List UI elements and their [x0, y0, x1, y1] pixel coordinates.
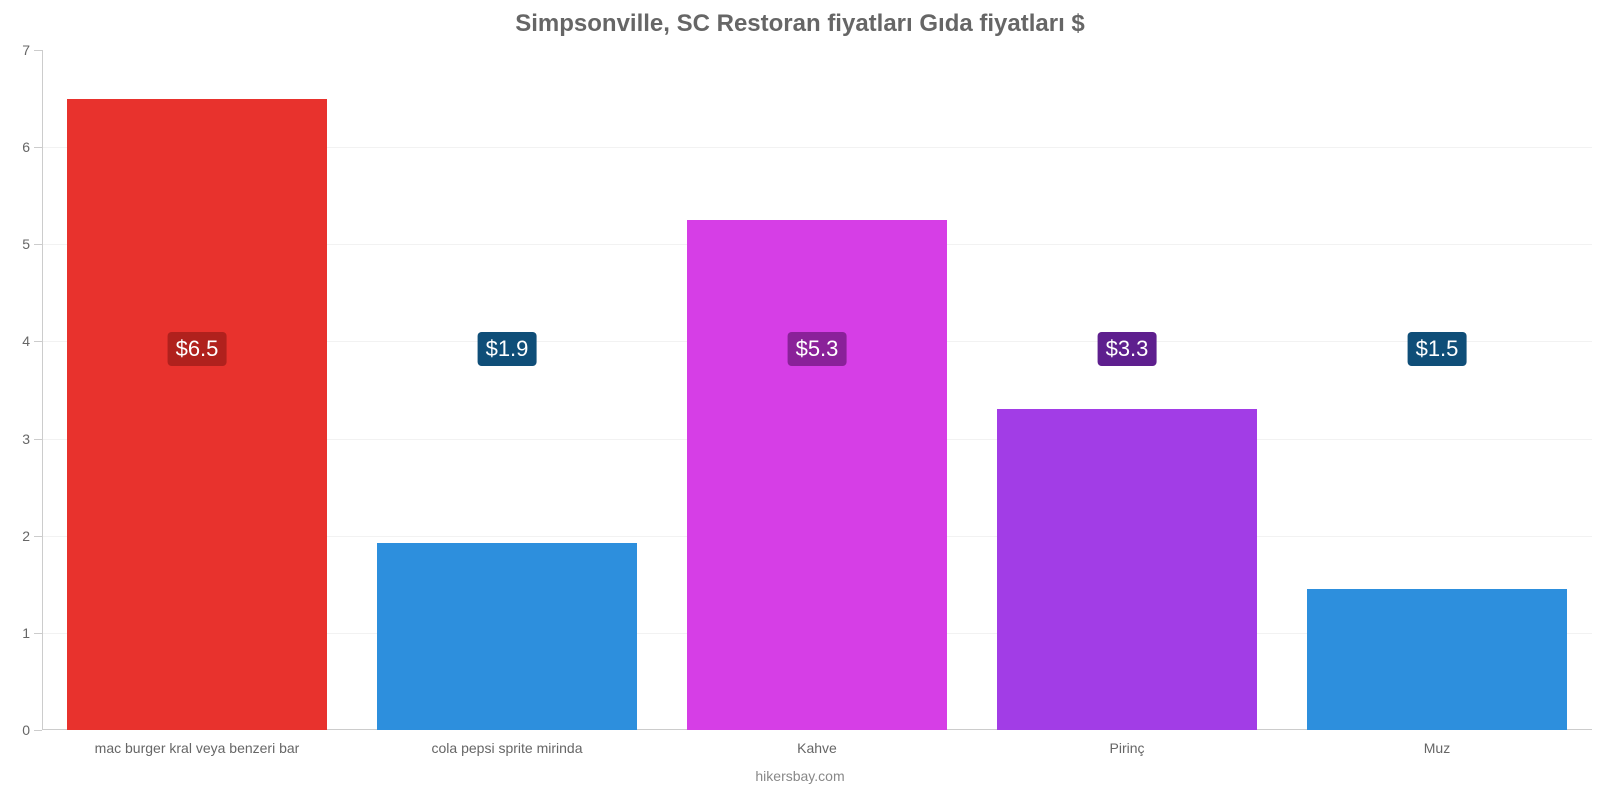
bar-value-label: $6.5 [168, 332, 227, 366]
bar-value-label: $1.9 [478, 332, 537, 366]
bar-value-label: $5.3 [788, 332, 847, 366]
ytick [34, 633, 42, 634]
xtick-label: mac burger kral veya benzeri bar [95, 740, 300, 756]
chart-container: Simpsonville, SC Restoran fiyatları Gıda… [0, 0, 1600, 800]
ytick-label: 4 [22, 333, 30, 349]
ytick [34, 730, 42, 731]
bar [997, 409, 1257, 730]
bar-value-label: $3.3 [1098, 332, 1157, 366]
ytick-label: 6 [22, 139, 30, 155]
xtick-label: Muz [1424, 740, 1450, 756]
xtick-label: Kahve [797, 740, 837, 756]
ytick-label: 0 [22, 722, 30, 738]
ytick [34, 244, 42, 245]
bar-value-label: $1.5 [1408, 332, 1467, 366]
plot-area: 01234567$6.5mac burger kral veya benzeri… [42, 50, 1592, 730]
xtick-label: Pirinç [1109, 740, 1144, 756]
ytick-label: 3 [22, 431, 30, 447]
bar [687, 220, 947, 730]
ytick [34, 341, 42, 342]
yaxis-line [42, 50, 43, 730]
ytick-label: 1 [22, 625, 30, 641]
chart-footer: hikersbay.com [0, 768, 1600, 784]
ytick-label: 2 [22, 528, 30, 544]
bar [1307, 589, 1567, 730]
ytick [34, 439, 42, 440]
bar [67, 99, 327, 730]
chart-title: Simpsonville, SC Restoran fiyatları Gıda… [0, 10, 1600, 38]
ytick [34, 147, 42, 148]
ytick-label: 5 [22, 236, 30, 252]
bar [377, 543, 637, 730]
xtick-label: cola pepsi sprite mirinda [432, 740, 583, 756]
ytick-label: 7 [22, 42, 30, 58]
ytick [34, 50, 42, 51]
ytick [34, 536, 42, 537]
